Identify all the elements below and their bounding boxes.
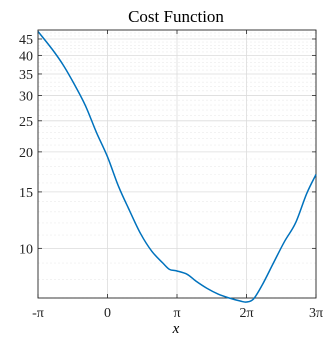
y-tick-label: 20 xyxy=(19,146,33,161)
x-tick-label: -π xyxy=(32,306,44,321)
y-tick-label: 10 xyxy=(19,242,33,257)
x-tick-label: 0 xyxy=(104,306,111,321)
x-axis: -π 0 π 2π 3π xyxy=(32,30,323,321)
y-tick-label: 45 xyxy=(19,33,33,48)
y-tick-label: 40 xyxy=(19,49,33,64)
y-tick-label: 35 xyxy=(19,68,33,83)
y-tick-label: 25 xyxy=(19,115,33,130)
x-tick-label: π xyxy=(173,306,180,321)
y-tick-label: 15 xyxy=(19,186,33,201)
grid xyxy=(37,29,317,299)
x-axis-label: x xyxy=(172,321,180,337)
x-tick-label: 2π xyxy=(239,306,253,321)
cost-series-line xyxy=(37,30,317,303)
y-tick-label: 30 xyxy=(19,89,33,104)
chart-title: Cost Function xyxy=(128,7,224,26)
x-tick-label: 3π xyxy=(309,306,323,321)
